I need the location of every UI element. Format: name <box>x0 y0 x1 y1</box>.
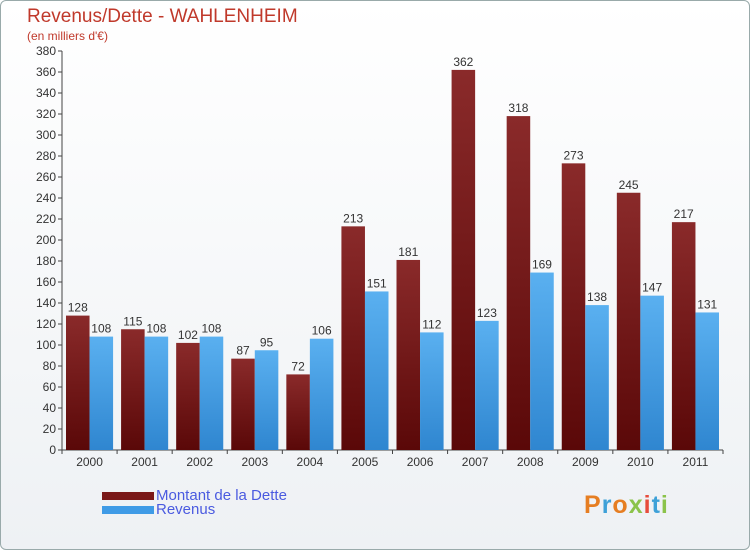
y-tick-label: 220 <box>36 212 56 226</box>
y-tick-label: 100 <box>36 338 56 352</box>
data-label: 318 <box>508 101 528 115</box>
bar-dette <box>121 329 145 450</box>
y-tick-label: 360 <box>36 65 56 79</box>
x-tick-label: 2002 <box>186 455 213 469</box>
data-label: 102 <box>178 328 198 342</box>
data-label: 108 <box>146 322 166 336</box>
x-tick-label: 2011 <box>683 455 709 469</box>
bar-revenus <box>420 332 444 450</box>
y-tick-label: 240 <box>36 191 56 205</box>
legend-swatch-dette <box>102 492 154 500</box>
data-label: 106 <box>312 324 332 338</box>
bar-revenus <box>640 295 664 450</box>
y-tick-label: 160 <box>36 275 56 289</box>
data-label: 128 <box>68 301 88 315</box>
y-tick-label: 200 <box>36 233 56 247</box>
data-label: 138 <box>587 290 607 304</box>
x-tick-label: 2008 <box>517 455 544 469</box>
data-label: 217 <box>674 207 694 221</box>
data-label: 115 <box>123 314 142 328</box>
legend-label-dette: Montant de la Dette <box>156 487 287 504</box>
bar-dette <box>66 315 90 450</box>
legend-swatch-revenus <box>102 506 154 514</box>
y-tick-label: 280 <box>36 149 56 163</box>
bar-revenus <box>199 336 224 450</box>
y-tick-label: 140 <box>36 296 56 310</box>
x-tick-label: 2009 <box>572 455 599 469</box>
x-tick-label: 2006 <box>407 455 434 469</box>
bar-revenus <box>475 320 499 450</box>
y-tick-label: 180 <box>36 254 56 268</box>
y-tick-label: 340 <box>36 86 56 100</box>
data-label: 245 <box>619 178 639 192</box>
y-tick-label: 20 <box>43 422 57 436</box>
data-label: 151 <box>367 276 387 290</box>
data-label: 169 <box>532 258 552 272</box>
bar-revenus <box>144 336 169 450</box>
data-label: 273 <box>564 148 584 162</box>
data-label: 108 <box>201 322 221 336</box>
legend-label-revenus: Revenus <box>156 501 216 518</box>
data-label: 123 <box>477 306 497 320</box>
bar-revenus <box>364 291 389 450</box>
y-tick-label: 0 <box>49 443 56 457</box>
data-label: 181 <box>398 245 418 259</box>
bar-revenus <box>585 305 609 450</box>
data-label: 87 <box>236 344 250 358</box>
data-label: 72 <box>291 359 305 373</box>
chart-title: Revenus/Dette - WAHLENHEIM <box>27 6 298 27</box>
bar-dette <box>286 374 310 450</box>
bar-dette <box>396 259 421 450</box>
bar-revenus <box>309 338 334 450</box>
y-tick-label: 80 <box>43 359 57 373</box>
data-label: 95 <box>260 335 274 349</box>
bar-dette <box>616 192 641 450</box>
y-tick-label: 320 <box>36 107 56 121</box>
y-tick-label: 40 <box>43 401 57 415</box>
bar-dette <box>671 222 696 450</box>
chart-subtitle: (en milliers d'€) <box>27 29 108 43</box>
y-tick-label: 260 <box>36 170 56 184</box>
bar-dette <box>231 358 255 450</box>
bar-revenus <box>254 350 279 450</box>
y-tick-label: 120 <box>36 317 56 331</box>
bar-dette <box>506 116 531 450</box>
x-tick-label: 2003 <box>241 455 268 469</box>
data-label: 108 <box>91 322 111 336</box>
data-label: 147 <box>642 281 662 295</box>
x-tick-label: 2004 <box>297 455 324 469</box>
bar-dette <box>176 342 200 450</box>
data-label: 131 <box>697 297 717 311</box>
x-tick-label: 2001 <box>131 455 158 469</box>
bar-revenus <box>89 336 114 450</box>
x-tick-label: 2005 <box>352 455 379 469</box>
bar-dette <box>561 163 586 450</box>
proxiti-logo: Proxiti <box>584 491 669 519</box>
data-label: 112 <box>422 317 441 331</box>
y-tick-label: 380 <box>36 44 56 58</box>
x-tick-label: 2010 <box>627 455 654 469</box>
y-tick-label: 60 <box>43 380 57 394</box>
data-label: 362 <box>453 55 473 69</box>
bar-revenus <box>695 312 719 450</box>
bar-revenus <box>530 272 554 450</box>
x-tick-label: 2007 <box>462 455 489 469</box>
x-tick-label: 2000 <box>76 455 103 469</box>
bar-dette <box>341 226 365 450</box>
y-tick-label: 300 <box>36 128 56 142</box>
data-label: 213 <box>343 211 363 225</box>
bar-dette <box>451 69 476 451</box>
